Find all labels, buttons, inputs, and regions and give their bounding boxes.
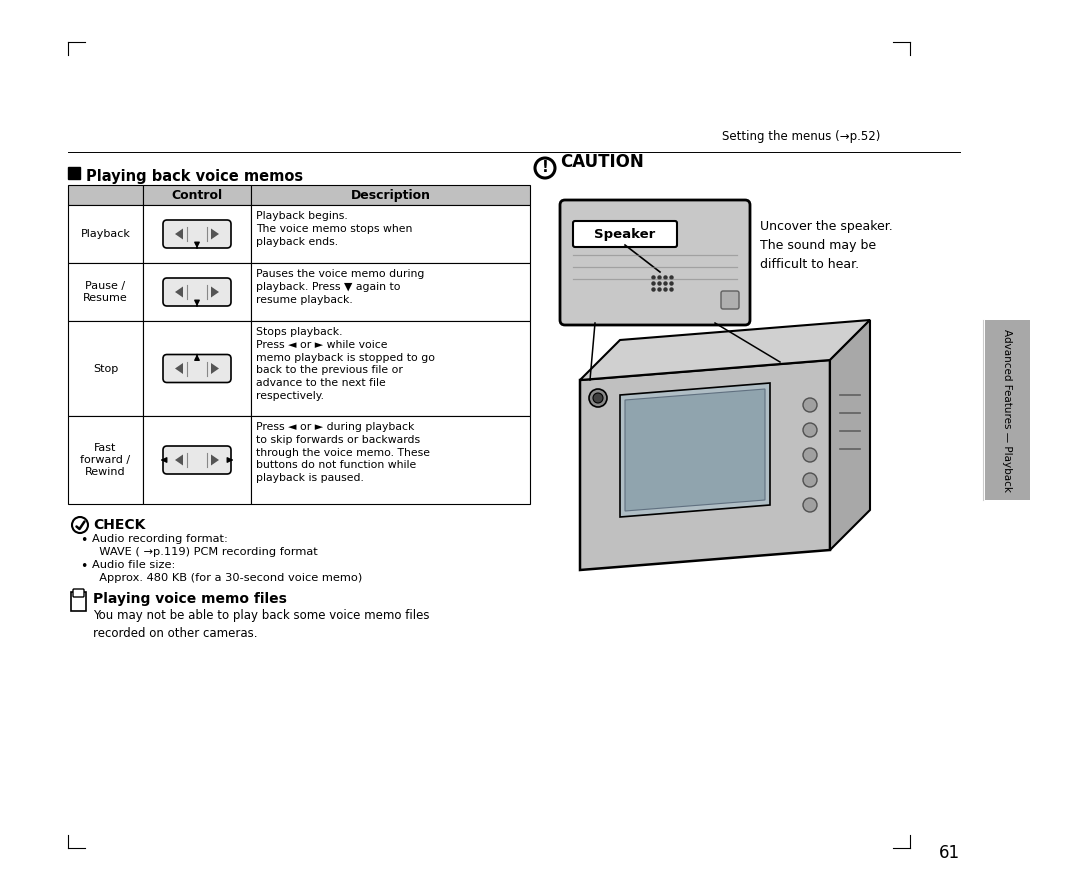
Text: Playback: Playback	[81, 229, 131, 239]
Text: Advanced Features — Playback: Advanced Features — Playback	[1002, 329, 1012, 492]
Text: CAUTION: CAUTION	[561, 153, 644, 171]
Text: !: !	[541, 159, 549, 175]
FancyBboxPatch shape	[573, 221, 677, 247]
Text: Speaker: Speaker	[594, 228, 656, 240]
Text: Fast
forward /
Rewind: Fast forward / Rewind	[80, 444, 131, 477]
Text: Pauses the voice memo during
playback. Press ▼ again to
resume playback.: Pauses the voice memo during playback. P…	[256, 269, 424, 305]
Text: Audio recording format:
  WAVE ( →p.119) PCM recording format: Audio recording format: WAVE ( →p.119) P…	[92, 534, 318, 557]
Polygon shape	[211, 287, 219, 297]
Polygon shape	[625, 389, 765, 511]
Polygon shape	[175, 228, 183, 239]
Text: Stop: Stop	[93, 364, 118, 374]
Bar	[143, 416, 251, 504]
Circle shape	[535, 158, 555, 178]
Bar	[143, 321, 251, 416]
Circle shape	[593, 393, 603, 403]
Text: •: •	[80, 560, 87, 573]
Circle shape	[589, 389, 607, 407]
Text: Playback begins.
The voice memo stops when
playback ends.: Playback begins. The voice memo stops wh…	[256, 211, 413, 246]
Bar	[251, 263, 530, 321]
Bar	[251, 416, 530, 504]
Bar	[68, 205, 143, 263]
FancyBboxPatch shape	[163, 446, 231, 474]
Text: 61: 61	[939, 844, 960, 862]
Polygon shape	[580, 360, 831, 570]
Circle shape	[804, 498, 816, 512]
Bar	[68, 416, 143, 504]
Bar	[143, 205, 251, 263]
Text: CHECK: CHECK	[93, 518, 146, 532]
Text: •: •	[80, 534, 87, 547]
FancyBboxPatch shape	[163, 355, 231, 383]
Bar	[251, 185, 530, 205]
Polygon shape	[211, 454, 219, 466]
Polygon shape	[580, 320, 870, 380]
FancyBboxPatch shape	[73, 589, 84, 597]
Circle shape	[72, 517, 87, 533]
Polygon shape	[211, 363, 219, 374]
Circle shape	[804, 448, 816, 462]
Bar	[68, 167, 80, 179]
Bar	[68, 321, 143, 416]
Circle shape	[804, 423, 816, 437]
Text: Stops playback.
Press ◄ or ► while voice
memo playback is stopped to go
back to : Stops playback. Press ◄ or ► while voice…	[256, 327, 435, 401]
Circle shape	[804, 473, 816, 487]
Bar	[68, 263, 143, 321]
Polygon shape	[175, 363, 183, 374]
Text: Control: Control	[172, 188, 222, 202]
Text: Pause /
Resume: Pause / Resume	[83, 281, 127, 303]
Polygon shape	[620, 383, 770, 517]
Text: Setting the menus (→p.52): Setting the menus (→p.52)	[721, 130, 880, 143]
Text: Playing back voice memos: Playing back voice memos	[86, 169, 303, 184]
FancyBboxPatch shape	[163, 220, 231, 248]
Bar	[71, 592, 86, 611]
Text: Playing voice memo files: Playing voice memo files	[93, 592, 287, 606]
Circle shape	[804, 398, 816, 412]
Polygon shape	[831, 320, 870, 550]
Bar	[251, 321, 530, 416]
Polygon shape	[175, 287, 183, 297]
Text: Uncover the speaker.
The sound may be
difficult to hear.: Uncover the speaker. The sound may be di…	[760, 220, 893, 271]
Bar	[68, 185, 143, 205]
Bar	[985, 320, 1030, 500]
Bar	[143, 185, 251, 205]
FancyBboxPatch shape	[561, 200, 750, 325]
Bar	[143, 263, 251, 321]
Bar	[251, 205, 530, 263]
Text: Press ◄ or ► during playback
to skip forwards or backwards
through the voice mem: Press ◄ or ► during playback to skip for…	[256, 422, 430, 483]
Text: Audio file size:
  Approx. 480 KB (for a 30-second voice memo): Audio file size: Approx. 480 KB (for a 3…	[92, 560, 362, 583]
Text: Description: Description	[351, 188, 431, 202]
Text: You may not be able to play back some voice memo files
recorded on other cameras: You may not be able to play back some vo…	[93, 609, 430, 640]
FancyBboxPatch shape	[721, 291, 739, 309]
Polygon shape	[211, 228, 219, 239]
Polygon shape	[175, 454, 183, 466]
FancyBboxPatch shape	[163, 278, 231, 306]
